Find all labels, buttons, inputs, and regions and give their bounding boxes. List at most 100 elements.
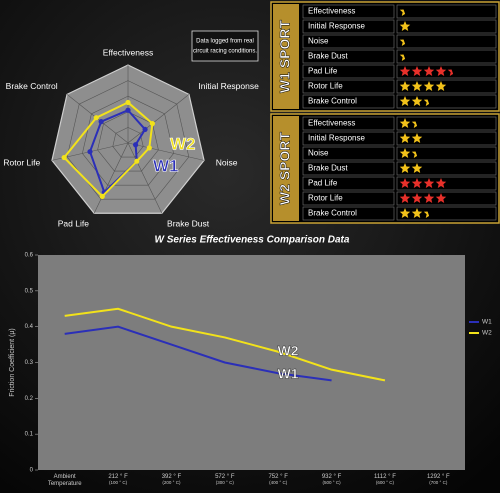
star: [411, 66, 423, 76]
radar-annotation: W2: [170, 134, 196, 153]
star: [411, 96, 423, 106]
star-rating: [399, 6, 405, 16]
y-tick-label: 0.5: [25, 288, 34, 294]
half-star: [411, 118, 417, 128]
rating-star-cell: [396, 191, 497, 206]
radar-point: [99, 193, 105, 200]
star-rating: [399, 66, 453, 76]
rating-label-cell: [302, 146, 395, 161]
radar-axis-label: Noise: [216, 157, 238, 167]
star-rating: [399, 118, 417, 128]
star: [399, 163, 411, 173]
star-rating: [399, 133, 423, 143]
radar-point: [146, 145, 152, 151]
half-star: [399, 36, 405, 46]
note-text: Data logged from real: [196, 39, 254, 45]
radar-axis-label: Brake Control: [6, 81, 58, 91]
star: [399, 178, 411, 188]
star: [399, 133, 411, 143]
star: [411, 163, 423, 173]
rating-star-cell: [396, 116, 497, 131]
radar-spoke: [127, 142, 163, 214]
star: [399, 21, 411, 31]
star: [399, 81, 411, 91]
rating-label: Initial Response: [308, 134, 365, 143]
rating-star-cell: [396, 94, 497, 109]
rating-label-cell: [302, 161, 395, 176]
radar-ring: [66, 80, 190, 200]
rating-label-cell: [302, 19, 395, 34]
rating-label: Rotor Life: [308, 194, 343, 203]
y-tick-label: 0.1: [25, 432, 34, 438]
radar-point: [125, 107, 131, 113]
star: [399, 193, 411, 203]
y-tick-label: 0: [30, 468, 34, 474]
star: [399, 66, 411, 76]
star: [411, 193, 423, 203]
star-rating: [399, 163, 423, 173]
plot-area: [38, 255, 465, 470]
rating-star-cell: [396, 64, 497, 79]
rating-label-cell: [302, 131, 395, 146]
rating-star-cell: [396, 34, 497, 49]
line-annotation: W1: [278, 366, 299, 382]
star-rating: [399, 178, 447, 188]
x-tick-label: 572 ° F (300 ° C): [215, 474, 235, 486]
rating-label: Noise: [308, 149, 329, 158]
x-tick-label: 932 ° F (500 ° C): [322, 474, 342, 486]
star-rating: [399, 21, 411, 31]
radar-axis-label: Rotor Life: [3, 157, 40, 167]
radar-point: [93, 115, 99, 121]
half-star: [411, 148, 417, 158]
rating-label: Pad Life: [308, 67, 338, 76]
half-star: [423, 96, 429, 106]
rating-label: Brake Dust: [308, 164, 348, 173]
x-tick-label: Ambient Temperature: [48, 474, 82, 487]
rating-label-cell: [302, 94, 395, 109]
radar-annotation: W1: [153, 156, 179, 175]
radar-point: [87, 149, 93, 155]
star: [399, 208, 411, 218]
y-tick-label: 0.6: [25, 253, 34, 259]
rating-label: Noise: [308, 37, 329, 46]
legend-label: W1: [482, 319, 492, 326]
rating-band: [273, 116, 299, 221]
x-tick-label: 212 ° F (100 ° C): [108, 474, 128, 486]
star-rating: [399, 36, 405, 46]
rating-label: Brake Control: [308, 209, 357, 218]
rating-label: Brake Control: [308, 97, 357, 106]
rating-label-cell: [302, 4, 395, 19]
star: [411, 81, 423, 91]
star: [399, 148, 411, 158]
star-rating: [399, 96, 429, 106]
radar-point: [134, 158, 140, 164]
rating-label: Effectiveness: [308, 119, 355, 128]
rating-star-cell: [396, 131, 497, 146]
rating-label-cell: [302, 49, 395, 64]
y-tick-label: 0.3: [25, 360, 34, 366]
rating-title: W2 SPORT: [277, 131, 293, 205]
legend-label: W2: [482, 330, 492, 337]
series-line: [64, 307, 386, 382]
radar-point: [149, 120, 155, 127]
rating-title: W1 SPORT: [277, 19, 293, 93]
rating-star-cell: [396, 161, 497, 176]
half-star: [423, 208, 429, 218]
line-annotation: W2: [278, 343, 299, 359]
x-tick-label: 1112 ° F (600 ° C): [374, 474, 396, 486]
star: [411, 178, 423, 188]
y-axis-label: Friction Coefficient (μ): [9, 328, 16, 396]
rating-star-cell: [396, 19, 497, 34]
rating-label: Effectiveness: [308, 7, 355, 16]
rating-label: Rotor Life: [308, 82, 343, 91]
radar-axis-label: Brake Dust: [167, 218, 210, 228]
star: [411, 133, 423, 143]
star-rating: [399, 193, 447, 203]
y-tick-label: 0.2: [25, 396, 34, 402]
radar-point: [61, 154, 67, 161]
rating-label: Brake Dust: [308, 52, 348, 61]
note-box: [191, 30, 259, 62]
star-rating: [399, 208, 429, 218]
rating-label-cell: [302, 116, 395, 131]
radar-axis-label: Initial Response: [198, 81, 259, 91]
